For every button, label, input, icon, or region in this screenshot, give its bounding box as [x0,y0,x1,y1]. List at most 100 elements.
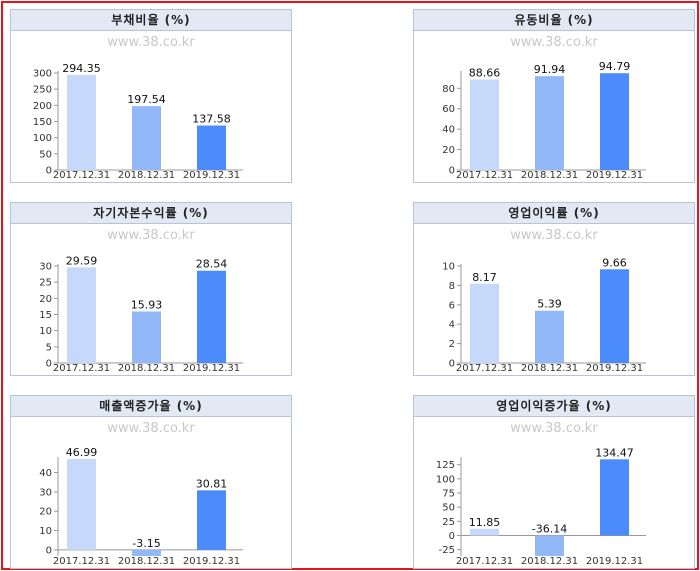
y-tick-label: 2 [449,339,455,350]
bar [197,125,226,170]
data-label: 29.59 [66,254,98,267]
y-tick-label: 200 [33,101,52,112]
data-label: 134.47 [595,446,634,459]
data-label: 88.66 [469,66,501,79]
data-label: 137.58 [192,113,231,126]
bar [197,270,226,363]
chart-panel-6: 영업이익증가율 (%) www.38.co.kr -25 0 25 50 75 100 125 1… [413,395,695,569]
y-tick-label: 40 [39,468,52,479]
y-tick-label: -25 [439,545,455,556]
y-tick-label: 5 [46,342,52,353]
watermark: www.38.co.kr [510,421,598,436]
bar [470,528,499,536]
watermark: www.38.co.kr [510,35,598,50]
x-tick-label: 2017.12.31 [456,170,513,181]
x-tick-label: 2017.12.31 [53,170,110,181]
data-label: 11.85 [469,516,501,529]
x-tick-label: 2019.12.31 [586,363,643,374]
data-label: 30.81 [196,477,228,490]
data-label: 91.94 [534,63,566,76]
chart-title: 매출액증가율 (%) [11,396,291,417]
chart-title: 부채비율 (%) [11,10,291,31]
x-tick-label: 2019.12.31 [183,363,240,374]
y-tick-label: 10 [39,326,52,337]
y-tick-label: 30 [39,487,52,498]
chart-title: 영업이익률 (%) [414,203,694,224]
y-tick-label: 20 [39,294,52,305]
bar [132,106,161,170]
y-tick-label: 15 [39,310,52,321]
watermark: www.38.co.kr [107,35,195,50]
bar [470,283,499,363]
chart-panel-3: 자기자본수익률 (%) www.38.co.kr 0 5 10 15 20 25 30 29.59… [10,202,292,376]
y-tick-label: 6 [449,300,455,311]
bar [132,311,161,363]
bar-chart: 0 10 20 30 40 46.99 2017.12.31 -3.15 2018.12.31 3… [39,446,243,567]
bar [535,535,564,556]
data-label: 8.17 [472,271,497,284]
x-tick-label: 2018.12.31 [521,363,578,374]
chart-panel-1: 부채비율 (%) www.38.co.kr 0 50 100 150 200 250 300 29… [10,9,292,183]
y-tick-label: 300 [33,69,52,80]
y-tick-label: 40 [442,125,455,136]
bar [535,76,564,170]
x-tick-label: 2018.12.31 [118,363,175,374]
x-tick-label: 2018.12.31 [521,556,578,567]
x-tick-label: 2019.12.31 [183,556,240,567]
y-tick-label: 8 [449,281,455,292]
chart-title: 자기자본수익률 (%) [11,203,291,224]
bar [132,549,161,556]
chart-title: 영업이익증가율 (%) [414,396,694,417]
y-tick-label: 20 [442,145,455,156]
chart-panel-4: 영업이익률 (%) www.38.co.kr 0 2 4 6 8 10 8.17 2017.12.… [413,202,695,376]
bar-chart: 0 5 10 15 20 25 30 29.59 2017.12.31 15.93 2018.12.… [39,254,243,374]
x-tick-label: 2017.12.31 [53,556,110,567]
data-label: 15.93 [131,298,163,311]
watermark: www.38.co.kr [510,228,598,243]
y-tick-label: 0 [449,359,455,370]
y-tick-label: 0 [46,359,52,370]
bar [470,79,499,170]
y-tick-label: 25 [39,278,52,289]
bar-chart: 0 2 4 6 8 10 8.17 2017.12.31 5.39 2018.12.31 9.66 2… [442,256,646,374]
y-tick-label: 150 [33,117,52,128]
watermark: www.38.co.kr [107,421,195,436]
data-label: 294.35 [62,62,101,75]
x-tick-label: 2019.12.31 [586,170,643,181]
x-tick-label: 2019.12.31 [183,170,240,181]
y-tick-label: 50 [442,503,455,514]
y-tick-label: 80 [442,84,455,95]
bar [600,73,629,170]
data-label: 46.99 [66,446,98,459]
y-tick-label: 0 [449,166,455,177]
data-label: 197.54 [127,93,166,106]
bar [67,267,96,363]
data-label: 5.39 [537,298,562,311]
y-tick-label: 10 [39,526,52,537]
y-tick-label: 4 [449,320,455,331]
y-tick-label: 10 [442,262,455,273]
bar-chart: 0 20 40 60 80 88.66 2017.12.31 91.94 2018.12.31 9… [442,60,646,181]
x-tick-label: 2018.12.31 [521,170,578,181]
bar [600,459,629,536]
y-tick-label: 100 [33,133,52,144]
y-tick-label: 0 [46,545,52,556]
bar [535,310,564,363]
y-tick-label: 30 [39,262,52,273]
data-label: 28.54 [196,258,228,271]
data-label: 9.66 [602,256,627,269]
y-tick-label: 75 [442,489,455,500]
watermark: www.38.co.kr [107,228,195,243]
y-tick-label: 60 [442,104,455,115]
bar-chart: 0 50 100 150 200 250 300 294.35 2017.12.31 197.54… [33,62,243,181]
data-label: -36.14 [532,523,567,536]
bar [197,490,226,550]
y-tick-label: 20 [39,507,52,518]
y-tick-label: 0 [46,166,52,177]
y-tick-label: 25 [442,517,455,528]
x-tick-label: 2019.12.31 [586,556,643,567]
data-label: 94.79 [599,60,631,73]
y-tick-label: 50 [39,149,52,160]
x-tick-label: 2017.12.31 [53,363,110,374]
